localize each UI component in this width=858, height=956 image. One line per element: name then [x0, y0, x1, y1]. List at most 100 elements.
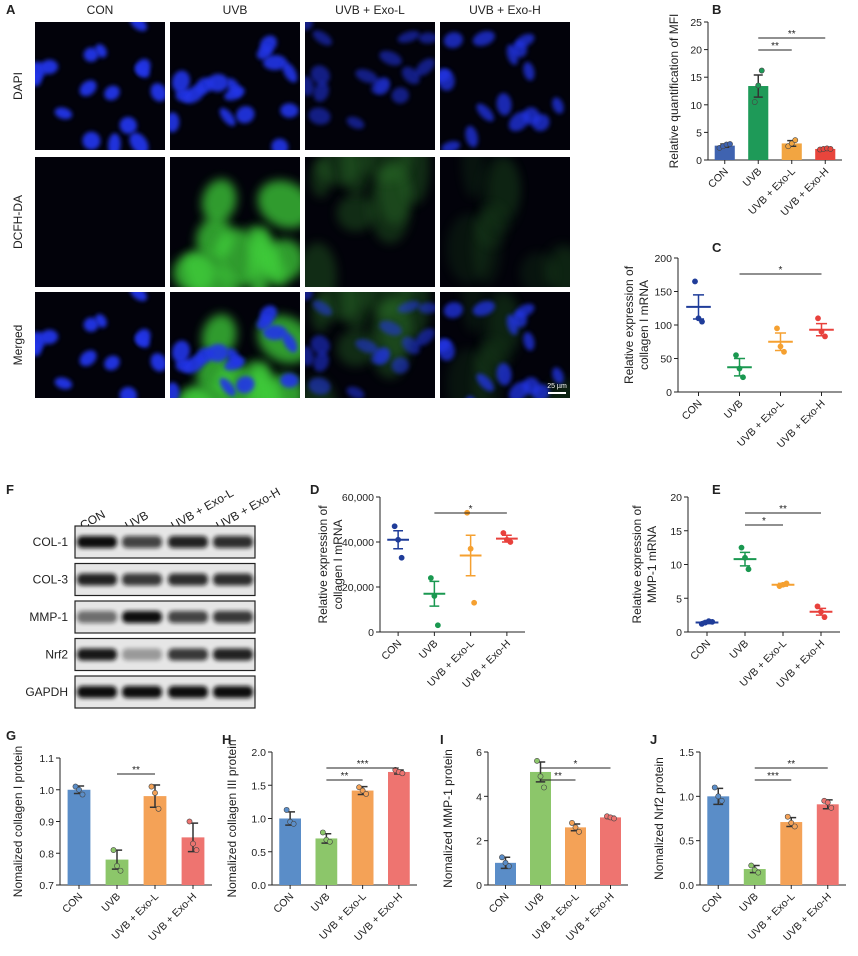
y-axis-label: Nomalized collagen III protein	[225, 739, 239, 897]
bar	[105, 859, 129, 885]
nucleus	[108, 133, 121, 150]
bar	[67, 789, 91, 885]
y-tick-label: 40,000	[342, 537, 374, 549]
y-axis-label: Nomalized MMP-1 protein	[441, 749, 455, 888]
micrograph	[305, 157, 435, 287]
data-point	[148, 783, 155, 790]
nucleus	[305, 292, 313, 301]
bar	[279, 818, 301, 885]
data-point	[537, 773, 544, 780]
panel-letter: H	[222, 732, 231, 747]
nucleus	[397, 30, 420, 43]
data-point	[777, 343, 784, 350]
bar	[565, 827, 586, 885]
nucleus	[346, 116, 365, 129]
data-point	[356, 784, 363, 791]
nucleus	[104, 355, 120, 371]
y-tick-label: 0	[676, 627, 682, 639]
nucleus	[54, 377, 73, 390]
nucleus	[465, 125, 479, 148]
y-axis-label: Nomalized collagen I protein	[11, 746, 25, 897]
data-point	[155, 805, 162, 812]
nucleus	[54, 107, 73, 120]
nucleus	[440, 69, 450, 83]
image-background	[35, 22, 165, 150]
nucleus	[443, 32, 463, 49]
nucleus	[313, 351, 329, 372]
nucleus	[219, 377, 236, 397]
green-haze	[461, 292, 484, 333]
nucleus	[135, 328, 151, 346]
nucleus	[256, 315, 273, 330]
data-point	[499, 854, 505, 861]
nucleus	[415, 328, 435, 346]
column-label: UVB + Exo-L	[335, 3, 405, 17]
y-tick-label: 0	[666, 387, 672, 399]
data-point	[815, 315, 821, 322]
row-label: DAPI	[11, 72, 25, 100]
data-point	[814, 603, 821, 610]
data-point	[506, 863, 512, 870]
data-point	[391, 523, 398, 530]
nucleus	[418, 32, 435, 44]
data-point	[186, 818, 193, 825]
y-axis-label: collagen I mRNA	[331, 519, 345, 609]
data-point	[784, 813, 791, 820]
blot-band	[213, 648, 253, 661]
data-point	[758, 67, 765, 74]
blot-band	[122, 536, 162, 548]
micrograph	[170, 292, 300, 398]
nucleus	[280, 373, 299, 388]
nucleus	[506, 314, 519, 336]
nucleus	[312, 300, 333, 316]
y-tick-label: 1.0	[251, 814, 266, 826]
nucleus	[371, 347, 390, 365]
data-point	[699, 318, 705, 325]
bar	[600, 817, 621, 885]
panel-letter: I	[440, 732, 444, 747]
nucleus	[308, 377, 331, 395]
nucleus	[95, 44, 107, 58]
blot-band	[213, 686, 253, 698]
nucleus	[95, 314, 107, 328]
y-tick-label: 5	[696, 127, 702, 139]
nucleus	[280, 103, 299, 118]
green-haze	[461, 157, 484, 198]
y-tick-label: 1.5	[679, 747, 694, 759]
micrograph	[35, 292, 165, 398]
nucleus	[312, 30, 333, 46]
nucleus	[441, 141, 461, 150]
nucleus	[506, 44, 519, 66]
significance-label: *	[779, 265, 783, 276]
data-point	[692, 278, 698, 285]
nucleus	[391, 357, 409, 374]
nucleus	[183, 85, 205, 104]
y-tick-label: 1.1	[39, 753, 54, 765]
bar	[388, 771, 410, 885]
nucleus	[40, 329, 59, 345]
data-point	[715, 793, 722, 800]
nucleus	[40, 59, 59, 75]
data-point	[534, 757, 540, 764]
micrograph	[305, 292, 435, 398]
nucleus	[552, 367, 564, 384]
nucleus	[119, 116, 137, 134]
data-point	[738, 544, 745, 551]
green-cell	[257, 180, 300, 229]
scale-bar-label: 25 µm	[547, 383, 567, 390]
data-point	[751, 99, 758, 105]
micrograph	[440, 157, 570, 287]
significance-label: **	[341, 771, 349, 782]
nucleus	[104, 85, 120, 101]
green-cell	[248, 361, 273, 398]
y-tick-label: 1.0	[39, 785, 54, 797]
green-cell	[183, 251, 242, 287]
significance-label: **	[132, 765, 140, 776]
column-label: UVB + Exo-H	[469, 3, 541, 17]
nucleus	[83, 317, 99, 332]
data-point	[745, 566, 752, 573]
nucleus	[355, 69, 378, 84]
data-point	[740, 374, 746, 381]
nucleus	[170, 382, 180, 398]
